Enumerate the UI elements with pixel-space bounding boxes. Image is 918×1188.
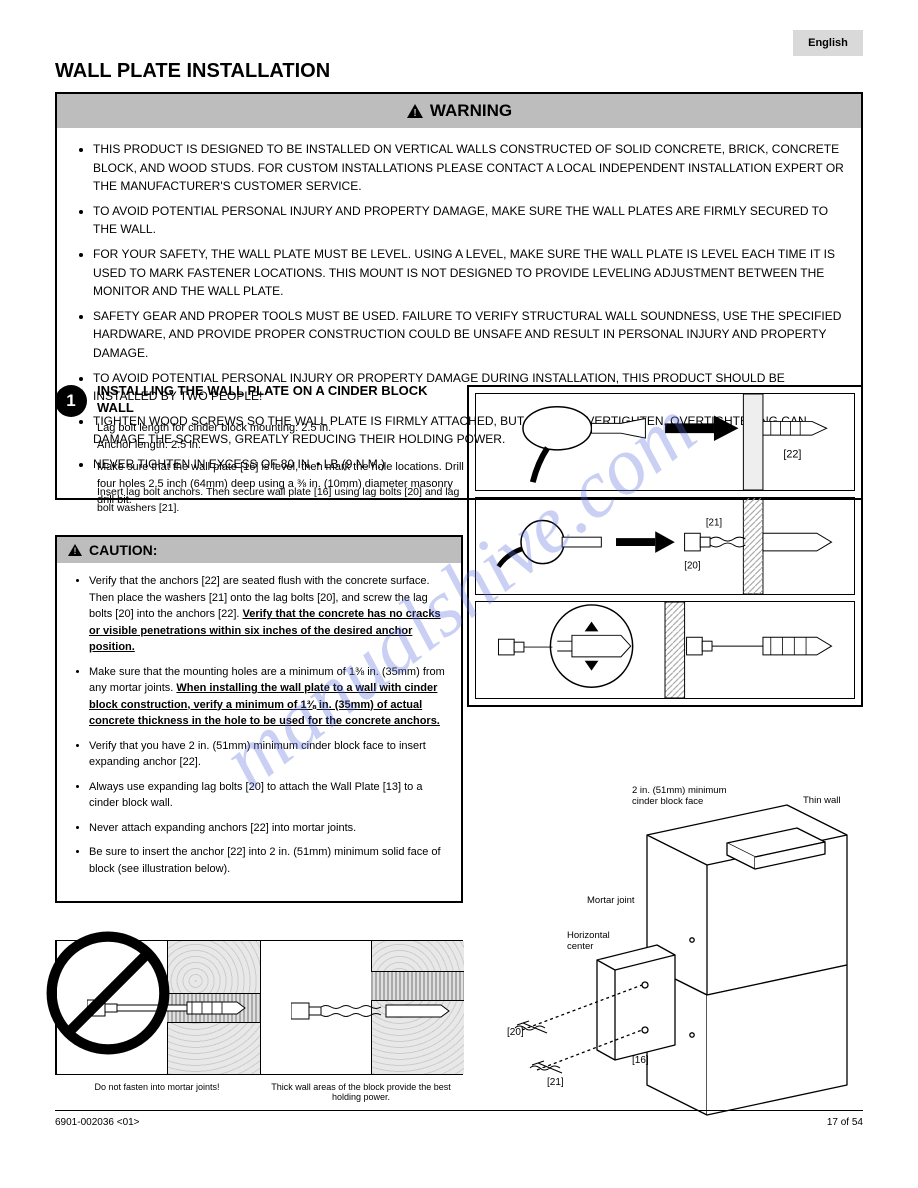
caution-header: ! CAUTION:: [57, 537, 461, 563]
svg-text:[21]: [21]: [706, 517, 723, 528]
ratchet-bolt-icon: [20] [21]: [476, 498, 854, 594]
warning-item: FOR YOUR SAFETY, THE WALL PLATE MUST BE …: [93, 245, 845, 301]
anchor-expand-icon: [476, 602, 854, 698]
wrong-panel-2: [260, 941, 464, 1074]
step-line: Lag bolt length for cinder block mountin…: [97, 420, 467, 437]
anchor-step-2: [20] [21]: [475, 497, 855, 595]
warning-header: ! WARNING: [57, 94, 861, 128]
warning-item: TO AVOID POTENTIAL PERSONAL INJURY AND P…: [93, 202, 845, 239]
svg-text:[20]: [20]: [507, 1027, 524, 1038]
anchor-steps-box: [22] [20] [21]: [467, 385, 863, 707]
language-tab: English: [793, 30, 863, 56]
caution-body: Verify that the anchors [22] are seated …: [57, 563, 461, 901]
wrong-labels: Do not fasten into mortar joints! Thick …: [55, 1082, 463, 1102]
hammer-anchor-icon: [22]: [476, 394, 854, 490]
warning-title: WARNING: [430, 101, 512, 121]
anchor-step-3: [475, 601, 855, 699]
wrong-illustration: [55, 940, 463, 1075]
caution-item: Be sure to insert the anchor [22] into 2…: [89, 844, 447, 877]
iso-label-mortar: Mortar joint: [587, 895, 635, 906]
footer-left: 6901-002036 <01>: [55, 1117, 140, 1128]
warning-item: THIS PRODUCT IS DESIGNED TO BE INSTALLED…: [93, 140, 845, 196]
caution-item: Make sure that the mounting holes are a …: [89, 664, 447, 730]
isometric-diagram: [20] [21] [16] 2 in. (51mm) minimum cind…: [467, 785, 863, 1135]
caution-item: Verify that the anchors [22] are seated …: [89, 573, 447, 656]
caution-list: Verify that the anchors [22] are seated …: [71, 573, 447, 877]
iso-label-horiz: Horizontal center: [567, 930, 637, 953]
page-title: WALL PLATE INSTALLATION: [55, 60, 330, 83]
svg-text:[22]: [22]: [783, 449, 801, 461]
wrong-label-2: Thick wall areas of the block provide th…: [259, 1082, 463, 1102]
svg-text:[21]: [21]: [547, 1077, 564, 1088]
prohibit-icon: [44, 929, 172, 1057]
svg-text:!: !: [413, 108, 416, 119]
caution-item: Always use expanding lag bolts [20] to a…: [89, 779, 447, 812]
iso-label-face: 2 in. (51mm) minimum cinder block face: [632, 785, 752, 808]
caution-item: Never attach expanding anchors [22] into…: [89, 820, 447, 837]
svg-text:[16]: [16]: [632, 1055, 649, 1066]
step-title: INSTALLING THE WALL PLATE ON A CINDER BL…: [97, 383, 457, 417]
wrong-label-1: Do not fasten into mortar joints!: [55, 1082, 259, 1102]
caution-box: ! CAUTION: Verify that the anchors [22] …: [55, 535, 463, 903]
anchor-step-1: [22]: [475, 393, 855, 491]
cinder-block-iso-icon: [20] [21] [16]: [467, 785, 863, 1135]
caution-title: CAUTION:: [89, 542, 157, 558]
bolt-in-face-icon: [291, 993, 451, 1029]
svg-text:[20]: [20]: [684, 561, 701, 572]
step-line: Anchor length: 2.5 in.: [97, 437, 467, 454]
caution-icon: !: [67, 543, 83, 557]
step-number-badge: 1: [55, 385, 87, 417]
caution-item: Verify that you have 2 in. (51mm) minimu…: [89, 738, 447, 771]
warning-icon: !: [406, 103, 424, 119]
footer-right: 17 of 54: [827, 1117, 863, 1128]
step-subtext-2: Insert lag bolt anchors. Then secure wal…: [97, 485, 467, 517]
iso-label-thin: Thin wall: [803, 795, 863, 806]
warning-item: SAFETY GEAR AND PROPER TOOLS MUST BE USE…: [93, 307, 845, 363]
page-footer: 6901-002036 <01> 17 of 54: [55, 1110, 863, 1128]
svg-text:!: !: [74, 546, 77, 556]
